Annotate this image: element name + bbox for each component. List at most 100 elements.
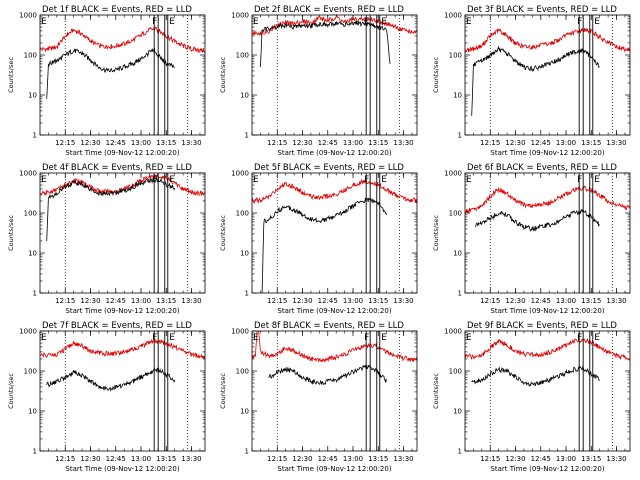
y-tick-label: 1000 — [19, 328, 37, 336]
marker-E-left-label: E — [41, 333, 47, 343]
series-black-line — [268, 364, 388, 386]
series-red-line — [39, 26, 206, 54]
x-tick-label: 12:30 — [292, 297, 312, 305]
x-tick-label: 13:30 — [606, 139, 626, 147]
y-tick-label: 100 — [449, 52, 462, 60]
marker-F-label: F — [152, 333, 157, 343]
y-tick-label: 1000 — [231, 328, 249, 336]
x-tick-label: 12:15 — [267, 139, 287, 147]
marker-E-left-label: E — [466, 175, 472, 185]
y-tick-label: 100 — [24, 368, 37, 376]
y-tick-label: 1 — [245, 290, 249, 298]
x-tick-label: 12:30 — [505, 139, 525, 147]
plot-frame — [251, 330, 418, 452]
y-tick-label: 1000 — [231, 170, 249, 178]
series-red-line — [39, 338, 206, 360]
y-tick-label: 1 — [245, 448, 249, 456]
x-tick-label: 12:45 — [106, 139, 126, 147]
marker-E-left-label: E — [253, 17, 259, 27]
y-tick-label: 10 — [28, 92, 37, 100]
x-tick-label: 13:00 — [343, 455, 363, 463]
plot-frame — [39, 172, 206, 294]
marker-E-label: E — [381, 17, 387, 27]
y-tick-label: 10 — [453, 92, 462, 100]
x-tick-label: 12:30 — [505, 455, 525, 463]
x-tick-label: 12:15 — [55, 139, 75, 147]
y-tick-label: 1 — [245, 132, 249, 140]
x-tick-label: 12:45 — [318, 297, 338, 305]
marker-E-label: E — [169, 333, 175, 343]
x-axis-label: Start Time (09-Nov-12 12:00:20) — [490, 149, 604, 157]
x-tick-label: 12:15 — [480, 455, 500, 463]
marker-E-left-label: E — [253, 333, 259, 343]
panel-title: Det 8f BLACK = Events, RED = LLD — [254, 321, 404, 331]
panel-det-3: Det 3f BLACK = Events, RED = LLD Counts/s… — [432, 5, 631, 157]
series-black-line — [475, 208, 600, 232]
x-axis-label: Start Time (09-Nov-12 12:00:20) — [65, 149, 179, 157]
marker-F-label: F — [577, 17, 582, 27]
x-axis-label: Start Time (09-Nov-12 12:00:20) — [490, 465, 604, 473]
y-axis-label: Counts/sec — [7, 215, 15, 251]
y-tick-label: 1 — [458, 448, 462, 456]
x-tick-label: 13:15 — [581, 455, 601, 463]
series-black-line — [46, 366, 176, 392]
y-tick-label: 1 — [458, 290, 462, 298]
y-tick-label: 100 — [449, 368, 462, 376]
x-tick-label: 12:15 — [267, 455, 287, 463]
plot-frame — [464, 14, 631, 136]
series-black-line — [471, 365, 600, 387]
x-tick-label: 12:15 — [480, 297, 500, 305]
series-red-line — [464, 337, 631, 362]
marker-E-left-label: E — [41, 17, 47, 27]
y-tick-label: 10 — [28, 408, 37, 416]
x-tick-label: 12:15 — [480, 139, 500, 147]
marker-E-left-label: E — [466, 333, 472, 343]
marker-F-label: F — [577, 175, 582, 185]
marker-F-label: F — [364, 17, 369, 27]
x-tick-label: 12:45 — [106, 297, 126, 305]
marker-E-label: E — [169, 175, 175, 185]
panel-det-8: Det 8f BLACK = Events, RED = LLD Counts/s… — [219, 321, 418, 473]
panel-title: Det 3f BLACK = Events, RED = LLD — [467, 5, 617, 15]
panel-title: Det 9f BLACK = Events, RED = LLD — [467, 321, 617, 331]
y-tick-label: 1000 — [19, 170, 37, 178]
x-tick-label: 12:15 — [267, 297, 287, 305]
series-black-line — [46, 47, 175, 99]
series-red-line — [464, 185, 631, 214]
x-axis-label: Start Time (09-Nov-12 12:00:20) — [490, 307, 604, 315]
y-tick-label: 100 — [236, 368, 249, 376]
y-tick-label: 10 — [28, 250, 37, 258]
x-tick-label: 13:30 — [393, 139, 413, 147]
marker-E-label: E — [381, 333, 387, 343]
y-axis-label: Counts/sec — [219, 215, 227, 251]
x-tick-label: 13:00 — [343, 297, 363, 305]
marker-E-left-label: E — [41, 175, 47, 185]
x-tick-label: 12:45 — [531, 297, 551, 305]
x-tick-label: 13:00 — [343, 139, 363, 147]
series-red-line — [464, 27, 631, 53]
x-tick-label: 13:15 — [156, 455, 176, 463]
plot-frame — [464, 172, 631, 294]
marker-F-label: F — [152, 175, 157, 185]
x-tick-label: 13:30 — [181, 455, 201, 463]
x-tick-label: 12:30 — [292, 455, 312, 463]
y-tick-label: 10 — [453, 408, 462, 416]
plot-frame — [251, 172, 418, 294]
series-black-line — [46, 176, 176, 242]
panel-det-9: Det 9f BLACK = Events, RED = LLD Counts/s… — [432, 321, 631, 473]
x-tick-label: 12:15 — [55, 455, 75, 463]
marker-F-label: F — [364, 333, 369, 343]
x-axis-label: Start Time (09-Nov-12 12:00:20) — [277, 307, 391, 315]
y-tick-label: 100 — [24, 210, 37, 218]
panel-title: Det 1f BLACK = Events, RED = LLD — [42, 5, 192, 15]
x-tick-label: 13:30 — [606, 297, 626, 305]
x-tick-label: 12:45 — [106, 455, 126, 463]
marker-F-label: F — [152, 17, 157, 27]
panel-det-5: Det 5f BLACK = Events, RED = LLD Counts/s… — [219, 163, 418, 315]
series-red-line — [251, 178, 418, 205]
series-black-line — [261, 197, 388, 294]
x-tick-label: 12:15 — [55, 297, 75, 305]
x-tick-label: 13:15 — [368, 139, 388, 147]
x-tick-label: 13:15 — [368, 297, 388, 305]
series-red-line — [251, 330, 418, 363]
